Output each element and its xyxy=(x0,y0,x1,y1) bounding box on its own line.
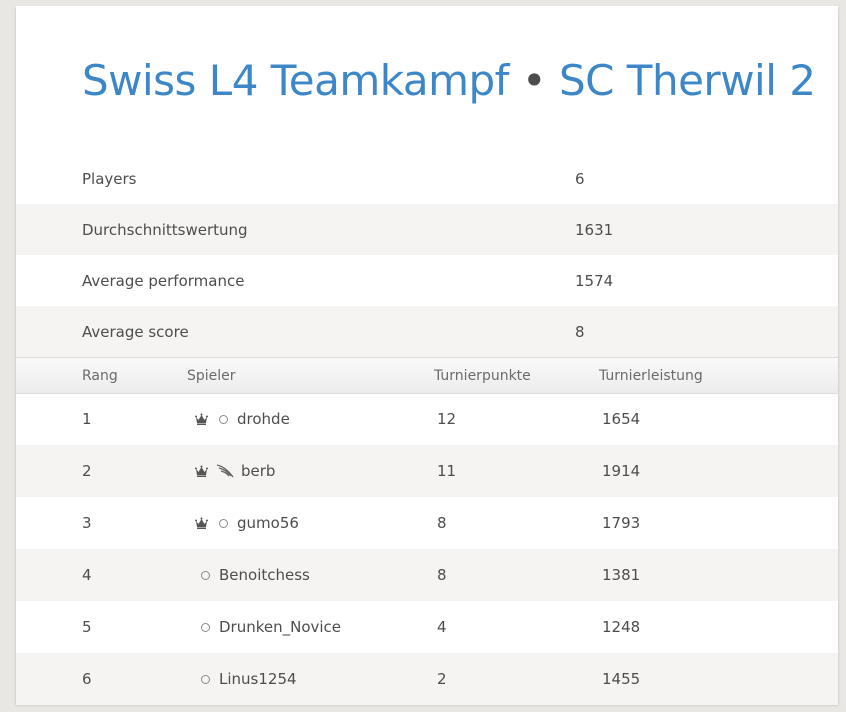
stat-value: 6 xyxy=(575,169,585,188)
player-cell: Linus1254 xyxy=(197,670,297,688)
stat-row-players: Players 6 xyxy=(16,153,838,204)
score-cell: 4 xyxy=(437,618,447,636)
crown-icon xyxy=(193,411,209,427)
team-stats: Players 6 Durchschnittswertung 1631 Aver… xyxy=(16,153,838,357)
player-table-body: 1 drohde 12 1654 2 berb 11 1914 3 gumo56 8 1793 4 Ben… xyxy=(16,393,838,705)
performance-cell: 1248 xyxy=(602,618,641,636)
team-card: Swiss L4 Teamkampf • SC Therwil 2 Player… xyxy=(16,6,838,705)
player-table-header: Rang Spieler Turnierpunkte Turnierleistu… xyxy=(16,357,838,394)
player-cell: berb xyxy=(193,462,275,480)
rank-cell: 2 xyxy=(82,462,92,480)
table-row: 2 berb 11 1914 xyxy=(16,445,838,497)
player-name-link[interactable]: Linus1254 xyxy=(219,670,297,688)
title-team: Swiss L4 Teamkampf xyxy=(82,56,509,105)
crown-icon xyxy=(193,463,209,479)
performance-cell: 1654 xyxy=(602,410,641,428)
table-row: 5 Drunken_Novice 4 1248 xyxy=(16,601,838,653)
score-cell: 8 xyxy=(437,514,447,532)
rank-cell: 5 xyxy=(82,618,92,636)
table-row: 6 Linus1254 2 1455 xyxy=(16,653,838,705)
circle-icon xyxy=(215,515,231,531)
performance-cell: 1455 xyxy=(602,670,641,688)
player-name-link[interactable]: gumo56 xyxy=(237,514,299,532)
score-cell: 2 xyxy=(437,670,447,688)
player-name-link[interactable]: Benoitchess xyxy=(219,566,310,584)
player-name-link[interactable]: berb xyxy=(241,462,276,480)
circle-icon xyxy=(215,411,231,427)
header-rank: Rang xyxy=(82,367,118,384)
player-name-link[interactable]: Drunken_Novice xyxy=(219,618,342,636)
player-cell: drohde xyxy=(193,410,290,428)
title-separator: • xyxy=(521,56,547,105)
rank-cell: 6 xyxy=(82,670,92,688)
stat-row-average-score: Average score 8 xyxy=(16,306,838,357)
performance-cell: 1793 xyxy=(602,514,641,532)
score-cell: 11 xyxy=(437,462,457,480)
crown-icon xyxy=(193,515,209,531)
circle-icon xyxy=(197,671,213,687)
performance-cell: 1914 xyxy=(602,462,641,480)
wing-icon xyxy=(215,463,235,479)
rank-cell: 3 xyxy=(82,514,92,532)
stat-row-average-performance: Average performance 1574 xyxy=(16,255,838,306)
player-cell: Drunken_Novice xyxy=(197,618,341,636)
rank-cell: 4 xyxy=(82,566,92,584)
header-score: Turnierpunkte xyxy=(434,367,531,384)
player-name-link[interactable]: drohde xyxy=(237,410,290,428)
header-player: Spieler xyxy=(187,367,236,384)
player-cell: gumo56 xyxy=(193,514,299,532)
stat-label: Players xyxy=(82,169,137,188)
stat-label: Durchschnittswertung xyxy=(82,220,248,239)
table-row: 4 Benoitchess 8 1381 xyxy=(16,549,838,601)
table-row: 1 drohde 12 1654 xyxy=(16,393,838,445)
stat-label: Average score xyxy=(82,322,189,341)
rank-cell: 1 xyxy=(82,410,92,428)
page-title: Swiss L4 Teamkampf • SC Therwil 2 xyxy=(82,56,816,105)
score-cell: 12 xyxy=(437,410,457,428)
stat-value: 1574 xyxy=(575,271,614,290)
header-performance: Turnierleistung xyxy=(599,367,703,384)
score-cell: 8 xyxy=(437,566,447,584)
stat-label: Average performance xyxy=(82,271,245,290)
stat-row-average-rating: Durchschnittswertung 1631 xyxy=(16,204,838,255)
stat-value: 8 xyxy=(575,322,585,341)
stat-value: 1631 xyxy=(575,220,614,239)
performance-cell: 1381 xyxy=(602,566,641,584)
title-club: SC Therwil 2 xyxy=(558,56,816,105)
table-row: 3 gumo56 8 1793 xyxy=(16,497,838,549)
player-cell: Benoitchess xyxy=(197,566,310,584)
circle-icon xyxy=(197,619,213,635)
circle-icon xyxy=(197,567,213,583)
